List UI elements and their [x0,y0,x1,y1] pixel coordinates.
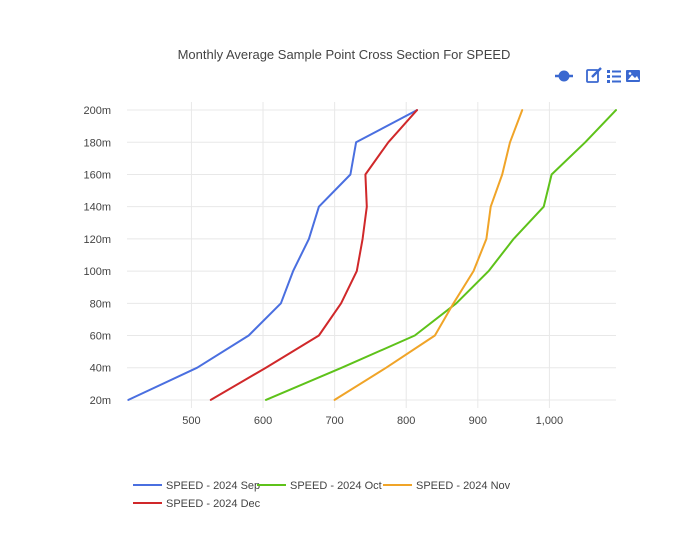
y-tick-label: 40m [90,363,111,375]
x-tick-label: 800 [397,415,415,427]
list-icon[interactable] [607,70,621,83]
y-tick-label: 200m [83,105,111,117]
legend-item[interactable]: SPEED - 2024 Oct [257,480,382,492]
series-line-4[interactable] [209,109,418,401]
x-tick-label: 600 [254,415,272,427]
x-tick-label: 500 [182,415,200,427]
legend-item[interactable]: SPEED - 2024 Nov [383,480,511,492]
chart-title: Monthly Average Sample Point Cross Secti… [178,47,511,62]
y-tick-label: 100m [83,266,111,278]
series-line-2[interactable] [264,109,617,401]
series [127,109,617,401]
axis-ticks: 500 600 700 800 900 1,000 20m 40m 60m 80m 100m 120m… [83,105,563,427]
y-tick-label: 120m [83,234,111,246]
series-line-3[interactable] [333,109,524,401]
series-line-1[interactable] [127,109,418,401]
legend-label: SPEED - 2024 Dec [166,498,261,510]
y-tick-label: 140m [83,202,111,214]
grid [127,102,616,408]
legend-item[interactable]: SPEED - 2024 Dec [133,498,261,510]
y-tick-label: 60m [90,331,111,343]
y-tick-label: 180m [83,137,111,149]
legend-label: SPEED - 2024 Sep [166,480,260,492]
x-tick-label: 700 [325,415,343,427]
legend: SPEED - 2024 Sep SPEED - 2024 Oct SPEED - … [133,480,511,510]
legend-item[interactable]: SPEED - 2024 Sep [133,480,260,492]
chart-toolbar [555,67,640,83]
x-tick-label: 1,000 [536,415,564,427]
edit-icon[interactable] [586,67,602,83]
y-tick-label: 160m [83,169,111,181]
legend-label: SPEED - 2024 Nov [416,480,511,492]
y-tick-label: 80m [90,298,111,310]
toggle-line-icon[interactable] [555,70,573,82]
legend-label: SPEED - 2024 Oct [290,480,382,492]
image-icon[interactable] [626,70,640,82]
y-tick-label: 20m [90,395,111,407]
x-tick-label: 900 [469,415,487,427]
